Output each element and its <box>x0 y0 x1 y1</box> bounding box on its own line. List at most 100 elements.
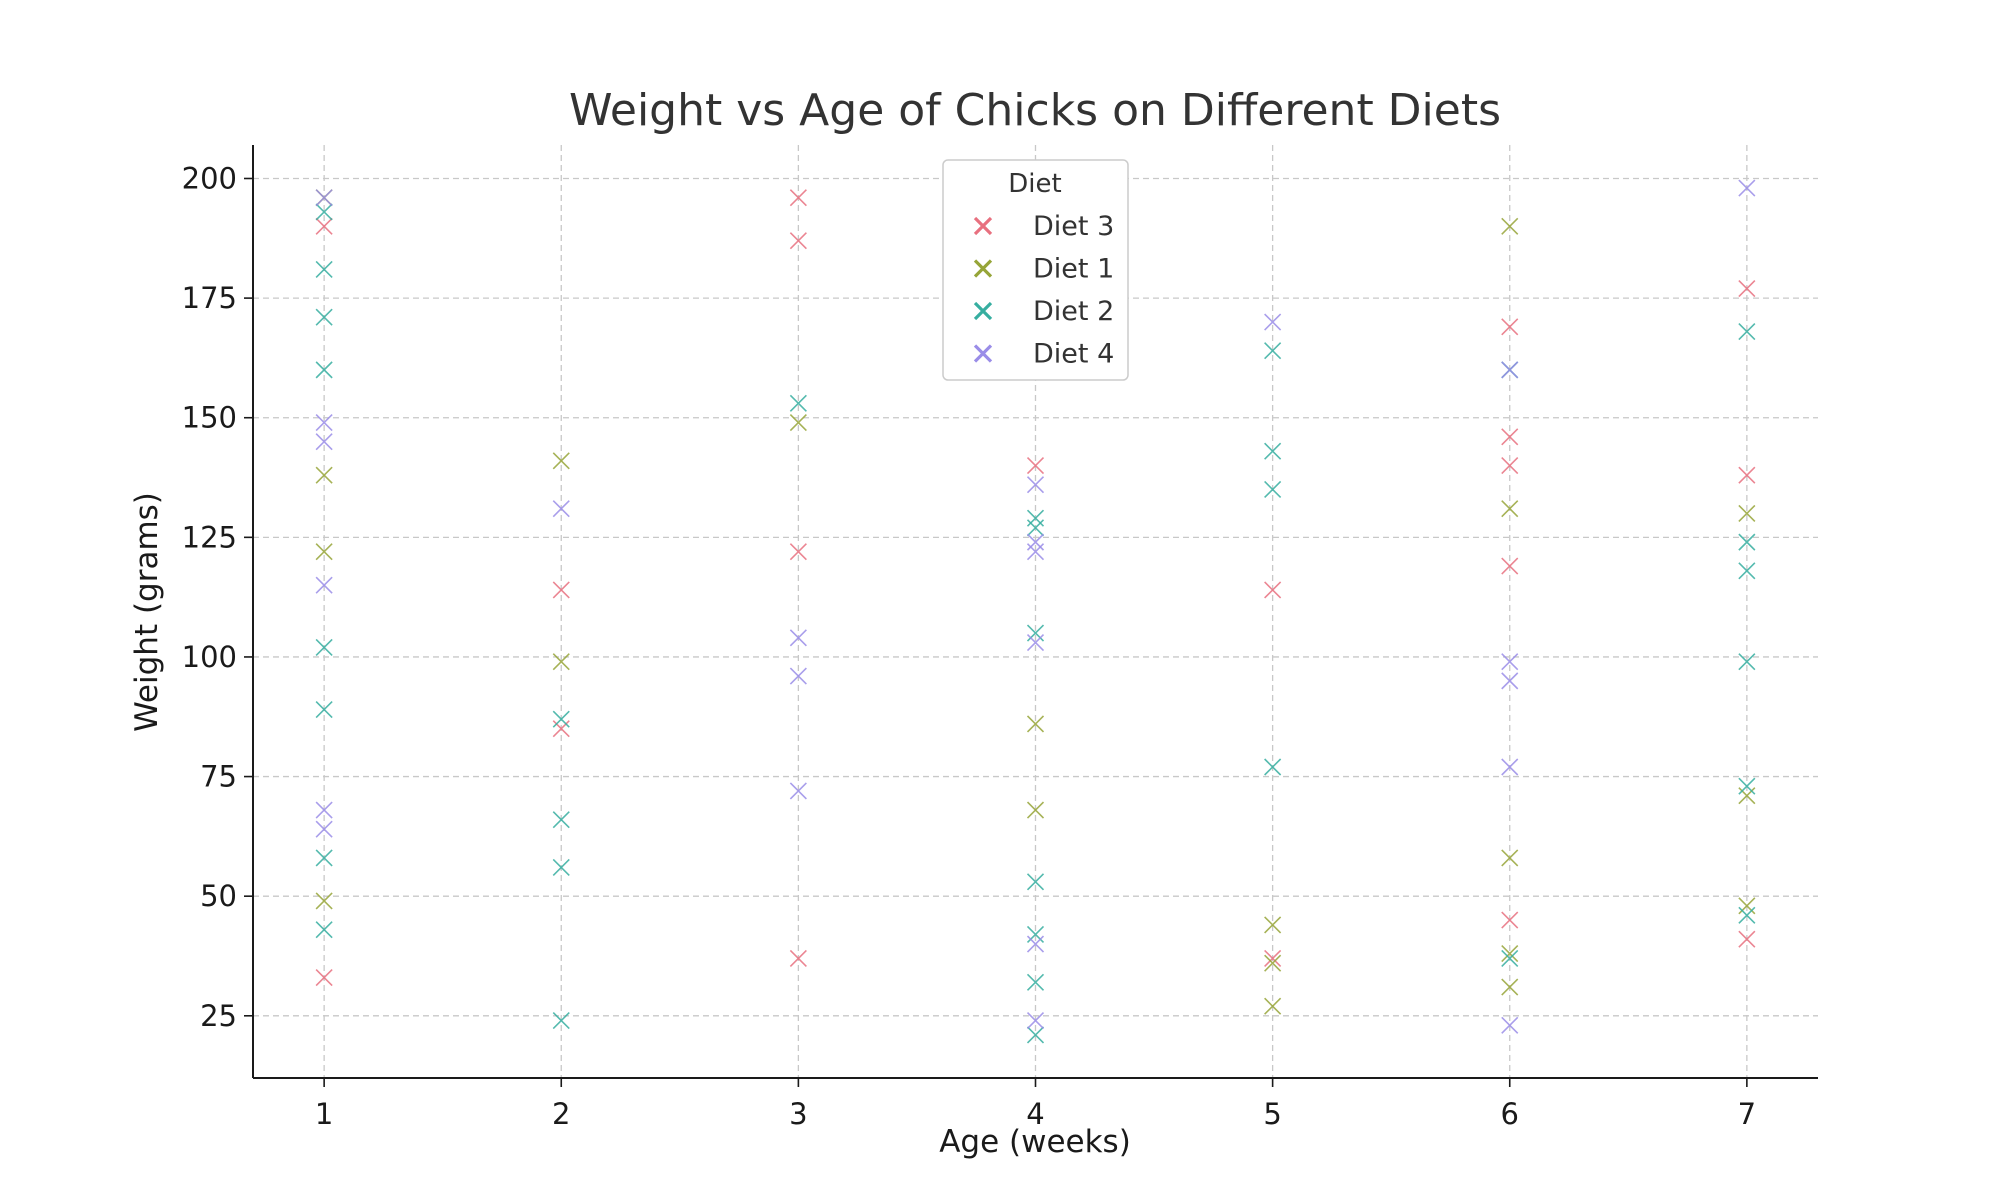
data-point <box>315 543 333 561</box>
data-point <box>315 576 333 594</box>
data-point <box>1501 217 1519 235</box>
data-point <box>1501 949 1519 967</box>
legend: Diet Diet 3 Diet 1 Diet 2 Diet 4 <box>942 159 1129 381</box>
data-point <box>315 308 333 326</box>
data-point <box>552 1012 570 1030</box>
data-point <box>1501 361 1519 379</box>
data-point <box>315 260 333 278</box>
legend-items: Diet 3 Diet 1 Diet 2 Diet 4 <box>973 211 1114 370</box>
data-point <box>1264 442 1282 460</box>
data-point <box>1738 466 1756 484</box>
data-point <box>1738 323 1756 341</box>
data-point <box>315 433 333 451</box>
data-point <box>1738 533 1756 551</box>
legend-label: Diet 3 <box>1033 211 1114 242</box>
y-tick-label: 75 <box>200 760 237 794</box>
data-point <box>1501 672 1519 690</box>
data-point <box>1026 634 1045 652</box>
x-tick-label: 6 <box>1501 1097 1519 1131</box>
data-point <box>1026 457 1045 475</box>
data-point <box>1738 777 1756 795</box>
data-point <box>1264 342 1282 360</box>
data-point <box>315 217 333 235</box>
x-tick-label: 1 <box>315 1097 333 1131</box>
legend-title: Diet <box>1008 169 1061 199</box>
y-tick-label: 175 <box>182 281 237 315</box>
data-point <box>1264 480 1282 499</box>
data-point <box>1501 653 1519 671</box>
data-point <box>1264 949 1282 967</box>
data-point <box>789 394 807 412</box>
data-point <box>1026 973 1045 991</box>
data-point <box>1738 279 1756 298</box>
x-tick-label: 5 <box>1263 1097 1281 1131</box>
data-point <box>1026 935 1045 953</box>
data-point <box>789 629 807 647</box>
legend-marker <box>973 216 993 236</box>
y-tick-label: 125 <box>182 520 237 554</box>
data-point <box>1501 428 1519 446</box>
data-point <box>1738 906 1756 924</box>
data-point <box>1026 476 1045 494</box>
data-point <box>315 203 333 221</box>
x-tick-label: 7 <box>1738 1097 1756 1131</box>
data-point <box>789 413 807 432</box>
data-point <box>552 452 570 470</box>
data-point <box>1026 519 1045 537</box>
data-point <box>1501 500 1519 518</box>
legend-label: Diet 2 <box>1033 296 1114 327</box>
x-axis-title: Age (weeks) <box>939 1124 1131 1160</box>
data-point <box>1264 581 1282 599</box>
data-point <box>1738 562 1756 580</box>
data-point <box>1738 179 1756 197</box>
y-tick-label: 200 <box>182 161 237 195</box>
data-point <box>1501 911 1519 929</box>
data-point <box>552 581 570 599</box>
y-axis-title: Weight (grams) <box>129 492 165 732</box>
y-tick-label: 50 <box>200 879 237 913</box>
data-point <box>1501 457 1519 475</box>
data-point <box>315 189 333 207</box>
legend-frame <box>942 159 1129 381</box>
legend-marker <box>973 344 993 363</box>
data-point <box>1264 916 1282 934</box>
data-point <box>315 638 333 656</box>
data-point <box>789 543 807 561</box>
data-point <box>315 820 333 838</box>
x-tick-label: 4 <box>1026 1097 1044 1131</box>
data-point <box>1501 978 1519 996</box>
axes <box>244 145 1818 1087</box>
legend-item: Diet 3 <box>973 211 1114 242</box>
legend-item: Diet 1 <box>973 254 1114 285</box>
x-tick-label: 2 <box>552 1097 570 1131</box>
data-point <box>1026 543 1045 561</box>
data-point <box>315 849 333 867</box>
chart-title: Weight vs Age of Chicks on Different Die… <box>569 85 1501 136</box>
x-tick-label: 3 <box>789 1097 807 1131</box>
y-tick-label: 100 <box>182 640 237 674</box>
data-point <box>1026 1026 1045 1044</box>
data-point <box>789 782 807 800</box>
data-point <box>315 801 333 819</box>
data-point <box>552 500 570 518</box>
y-tick-label: 150 <box>182 401 237 435</box>
legend-item: Diet 2 <box>973 296 1114 327</box>
data-point <box>315 413 333 432</box>
y-tick-label: 25 <box>200 999 237 1033</box>
data-point <box>1738 653 1756 671</box>
data-point <box>1026 801 1045 819</box>
data-point <box>789 949 807 967</box>
legend-label: Diet 4 <box>1033 339 1114 370</box>
data-point <box>1264 997 1282 1015</box>
data-points <box>315 179 1756 1044</box>
legend-marker <box>973 301 993 321</box>
legend-label: Diet 1 <box>1033 254 1114 285</box>
data-point <box>1264 954 1282 972</box>
data-point <box>315 466 333 484</box>
legend-marker <box>973 259 993 278</box>
data-point <box>1026 873 1045 891</box>
data-point <box>315 968 333 987</box>
data-point <box>315 892 333 910</box>
data-point <box>1264 313 1282 331</box>
